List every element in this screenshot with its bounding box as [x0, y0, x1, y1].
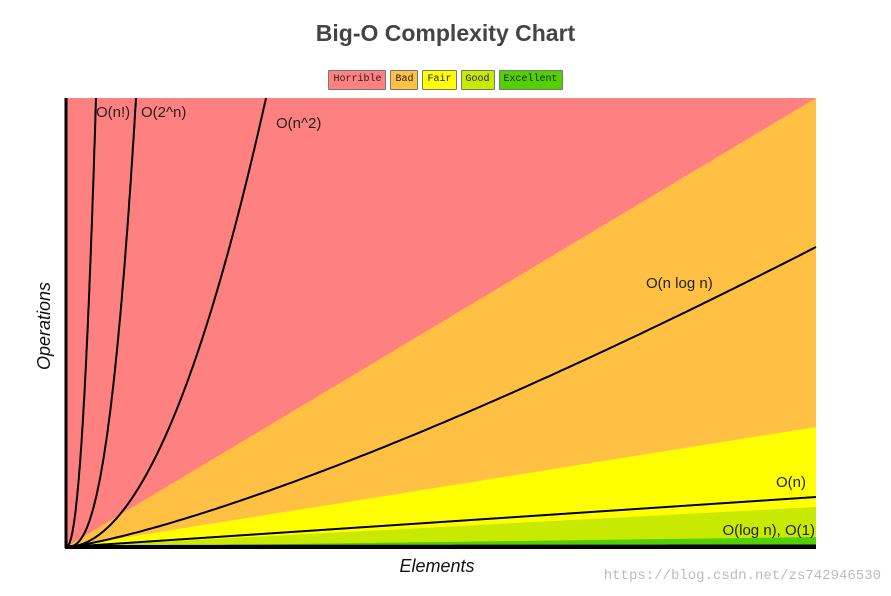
region-bad	[66, 98, 816, 547]
label-exponential: O(2^n)	[141, 104, 186, 121]
curve-factorial	[65, 97, 97, 548]
region-good	[66, 507, 816, 547]
watermark: https://blog.csdn.net/zs742946530	[603, 568, 881, 584]
y-axis-label: Operations	[34, 282, 54, 370]
curve-linearithmic	[65, 246, 817, 548]
complexity-regions	[66, 98, 816, 547]
x-axis-label: Elements	[399, 556, 474, 576]
label-linearithmic: O(n log n)	[646, 275, 713, 292]
label-factorial: O(n!)	[96, 104, 130, 121]
curve-quadratic	[66, 97, 267, 548]
label-log-constant: O(log n), O(1)	[722, 522, 815, 539]
curve-labels: O(n!) O(2^n) O(n^2) O(n log n) O(n) O(log n),…	[96, 104, 815, 539]
curve-exponential	[66, 97, 137, 548]
label-linear: O(n)	[776, 474, 806, 491]
chart-title: Big-O Complexity Chart	[315, 20, 576, 46]
label-quadratic: O(n^2)	[276, 115, 321, 132]
legend-bad: Bad	[390, 70, 419, 90]
legend-fair: Fair	[422, 70, 457, 90]
legend-horrible: Horrible	[328, 70, 387, 90]
legend: Horrible Bad Fair Good Excellent	[0, 70, 891, 90]
legend-good: Good	[460, 70, 495, 90]
legend-excellent: Excellent	[498, 70, 563, 90]
region-excellent	[66, 537, 816, 547]
curve-linear	[65, 496, 817, 548]
